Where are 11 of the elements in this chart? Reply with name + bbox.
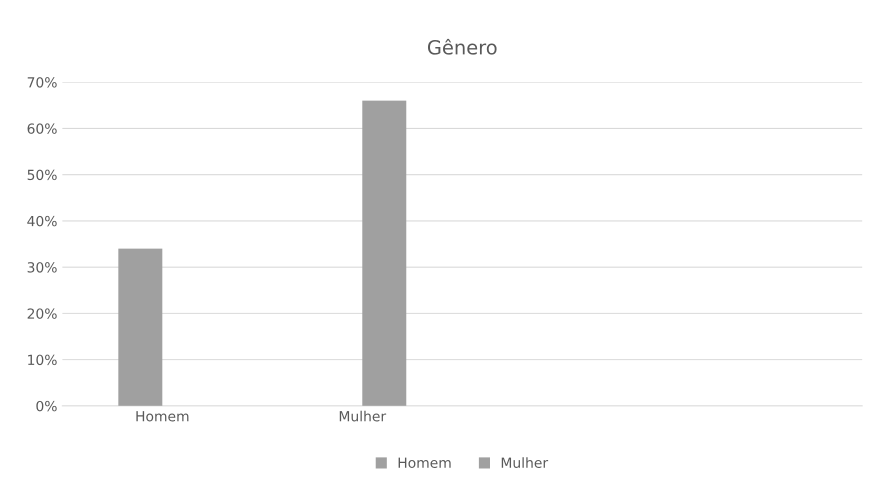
y-tick-label: 0% bbox=[36, 400, 57, 412]
y-tick-label: 10% bbox=[28, 354, 57, 366]
legend-label: Homem bbox=[398, 458, 451, 468]
y-tick-label: 20% bbox=[28, 308, 57, 319]
y-tick-label: 50% bbox=[28, 170, 57, 180]
y-tick-label: 70% bbox=[28, 77, 57, 88]
legend-label: Mulher bbox=[502, 457, 548, 468]
chart-title: Gênero bbox=[428, 38, 497, 55]
y-tick-label: 30% bbox=[28, 262, 57, 273]
y-tick-label: 40% bbox=[27, 216, 57, 226]
y-tick-label: 60% bbox=[28, 123, 57, 134]
